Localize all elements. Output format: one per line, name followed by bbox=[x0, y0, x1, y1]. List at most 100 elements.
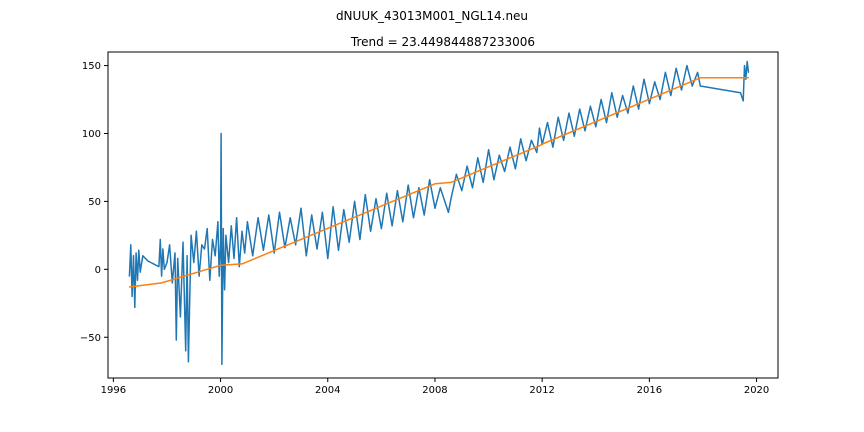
series-0-point bbox=[230, 225, 232, 227]
series-0-point bbox=[654, 81, 656, 83]
series-0-point bbox=[536, 151, 538, 154]
series-0-point bbox=[134, 306, 136, 308]
series-0-point bbox=[600, 98, 602, 101]
y-tick-label: 0 bbox=[95, 265, 101, 276]
series-0-point bbox=[348, 241, 350, 243]
x-tick-label: 2008 bbox=[422, 385, 447, 396]
series-0-point bbox=[193, 261, 195, 264]
series-0-point bbox=[262, 249, 264, 251]
series-0-point bbox=[520, 138, 522, 140]
series-0-point bbox=[455, 173, 457, 175]
series-0-point bbox=[190, 234, 192, 236]
series-0-point bbox=[158, 266, 160, 268]
series-line-1 bbox=[129, 77, 749, 288]
series-0-point bbox=[171, 282, 173, 284]
series-0-point bbox=[159, 238, 161, 241]
series-0-point bbox=[228, 261, 230, 264]
series-0-point bbox=[186, 255, 188, 257]
x-tick-label: 2012 bbox=[529, 385, 554, 396]
series-0-point bbox=[742, 100, 744, 102]
x-tick-label: 2004 bbox=[315, 385, 340, 396]
series-0-point bbox=[169, 244, 171, 246]
series-0-point bbox=[563, 139, 565, 141]
series-0-point bbox=[218, 275, 220, 277]
series-0-point bbox=[466, 165, 468, 167]
x-tick-label: 2020 bbox=[744, 385, 769, 396]
series-0-point bbox=[289, 217, 291, 219]
series-0-point bbox=[743, 65, 746, 67]
series-0-point bbox=[691, 85, 693, 87]
series-0-point bbox=[195, 230, 197, 232]
series-0-point bbox=[699, 85, 701, 87]
series-0-point bbox=[337, 249, 340, 251]
series-0-point bbox=[182, 241, 184, 243]
series-0-point bbox=[616, 116, 618, 118]
series-0-point bbox=[295, 244, 297, 246]
series-1-point bbox=[241, 263, 243, 265]
x-tick-label: 2016 bbox=[637, 385, 662, 396]
series-0-point bbox=[220, 241, 222, 243]
series-0-point bbox=[144, 257, 147, 260]
series-0-point bbox=[155, 264, 157, 266]
x-tick-label: 2000 bbox=[208, 385, 233, 396]
series-0-point bbox=[697, 71, 699, 73]
y-tick-label: 100 bbox=[82, 129, 101, 140]
series-0-point bbox=[139, 271, 141, 273]
series-0-point bbox=[225, 234, 227, 236]
series-0-point bbox=[659, 98, 661, 101]
series-0-point bbox=[136, 279, 139, 281]
series-0-point bbox=[584, 130, 586, 132]
series-0 bbox=[128, 60, 750, 366]
series-0-point bbox=[375, 198, 377, 200]
series-0-point bbox=[163, 268, 165, 270]
series-0-point bbox=[380, 228, 382, 230]
series-0-point bbox=[220, 132, 222, 135]
series-0-point bbox=[680, 89, 683, 91]
series-0-point bbox=[675, 67, 677, 69]
series-0-point bbox=[359, 238, 361, 241]
chart-suptitle: dNUUK_43013M001_NGL14.neu bbox=[336, 9, 528, 23]
series-0-point bbox=[568, 112, 570, 114]
series-0-point bbox=[747, 71, 750, 73]
series-0-point bbox=[174, 252, 176, 254]
series-0-point bbox=[402, 221, 404, 223]
series-1 bbox=[128, 77, 750, 288]
series-0-point bbox=[214, 255, 216, 257]
series-1-point bbox=[747, 77, 750, 79]
y-tick-label: 50 bbox=[88, 197, 101, 208]
series-0-point bbox=[201, 244, 203, 246]
series-0-point bbox=[439, 187, 441, 189]
series-0-point bbox=[206, 228, 208, 230]
series-1-point bbox=[220, 264, 222, 266]
series-1-point bbox=[161, 282, 163, 284]
series-0-point bbox=[746, 60, 748, 63]
series-0-point bbox=[498, 154, 500, 156]
series-0-point bbox=[488, 149, 490, 151]
series-0-point bbox=[370, 230, 372, 232]
series-0-point bbox=[332, 206, 334, 208]
chart-title: Trend = 23.449844887233006 bbox=[350, 35, 535, 49]
axes-frame bbox=[107, 51, 779, 379]
series-0-point bbox=[238, 266, 240, 268]
series-0-point bbox=[252, 255, 254, 257]
series-0-point bbox=[514, 168, 517, 170]
series-0-point bbox=[161, 275, 163, 277]
series-0-point bbox=[509, 146, 511, 148]
series-0-point bbox=[222, 228, 224, 230]
series-0-point bbox=[745, 78, 747, 80]
series-0-point bbox=[396, 190, 398, 192]
series-0-point bbox=[648, 103, 651, 105]
series-line-0 bbox=[128, 60, 750, 366]
series-0-point bbox=[589, 105, 592, 107]
series-0-point bbox=[179, 316, 181, 318]
series-0-point bbox=[739, 92, 742, 94]
series-0-point bbox=[482, 181, 484, 183]
series-0-point bbox=[471, 187, 474, 189]
series-0-point bbox=[203, 248, 206, 250]
series-0-point bbox=[246, 221, 248, 223]
series-0-point bbox=[391, 225, 393, 227]
series-0-point bbox=[504, 170, 506, 173]
series-0-point bbox=[153, 263, 155, 265]
